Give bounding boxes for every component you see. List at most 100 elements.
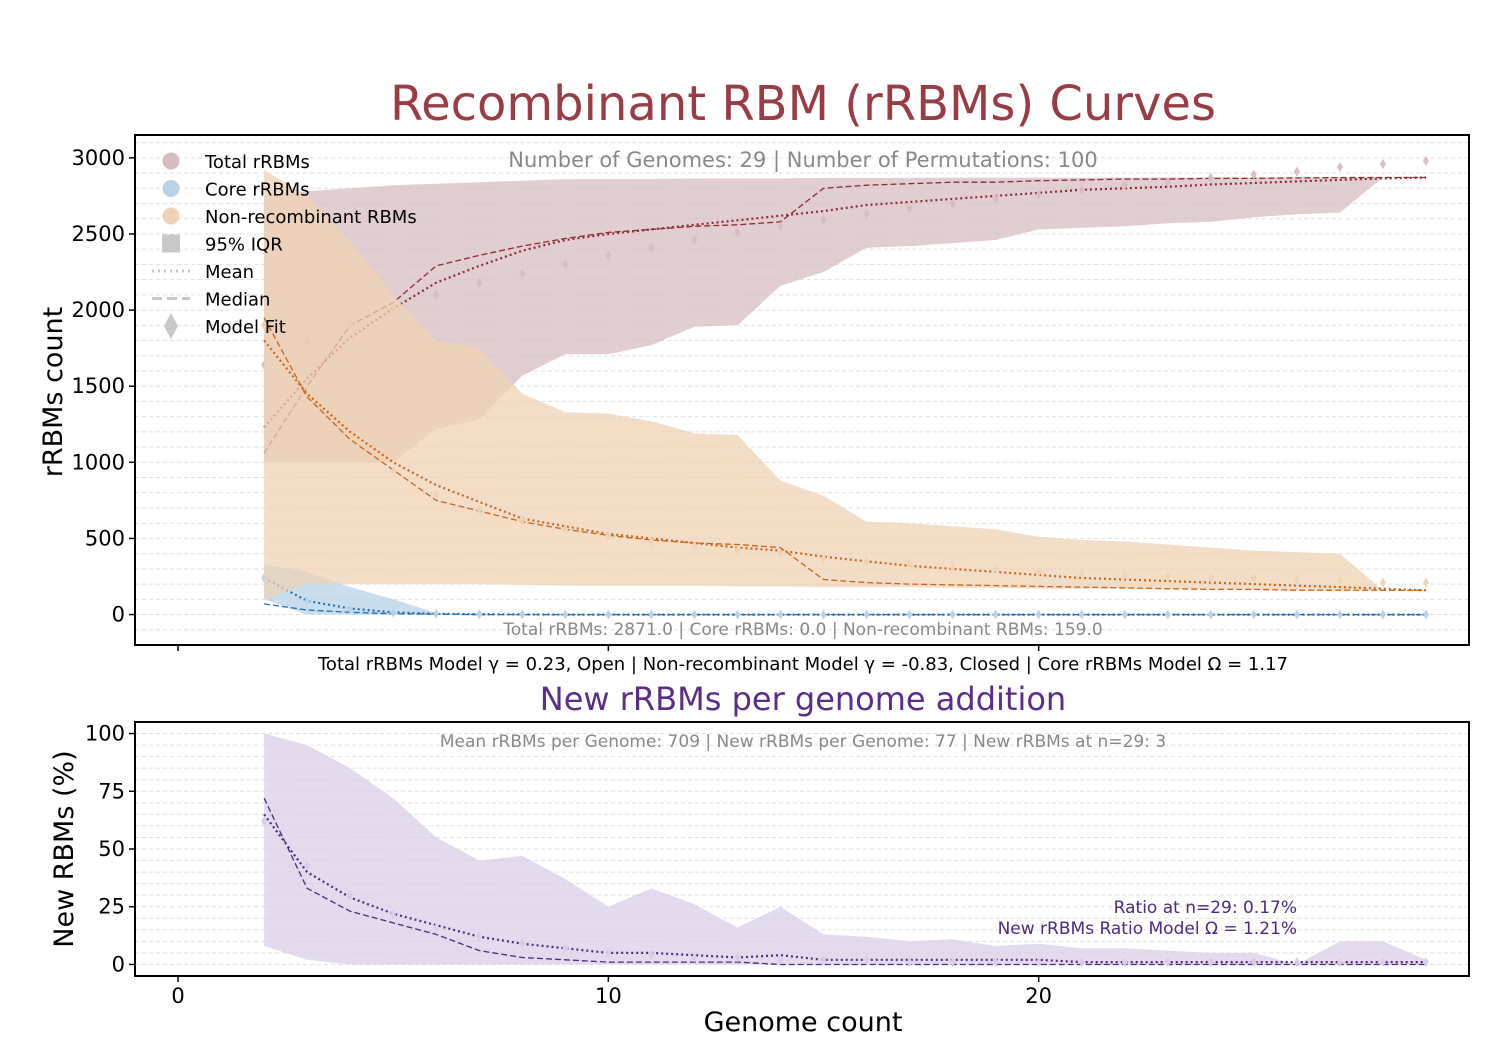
legend-item: Total rRBMs bbox=[162, 152, 310, 173]
core-rrbms-model-point bbox=[1121, 609, 1128, 620]
core-rrbms-model-point bbox=[992, 609, 999, 620]
model-summary: Total rRBMs Model γ = 0.23, Open | Non-r… bbox=[317, 654, 1288, 675]
new-rrbms-model-point bbox=[1078, 957, 1085, 968]
new-rrbms-model-point bbox=[562, 943, 569, 954]
top-y-axis-label: rRBMs count bbox=[38, 307, 69, 478]
y-tick-label: 0 bbox=[112, 603, 125, 627]
top-legend: Total rRBMs Core rRBMs Non-recombinant RBM… bbox=[152, 152, 417, 339]
total-rrbms-model-point bbox=[648, 242, 655, 253]
total-rrbms-model-point bbox=[820, 215, 827, 226]
non-recombinant-rbms-model-point bbox=[1035, 566, 1042, 577]
core-rrbms-iqr-band bbox=[264, 564, 1427, 615]
core-rrbms-model-point bbox=[519, 609, 526, 620]
core-rrbms-model-point bbox=[1078, 609, 1085, 620]
total-rrbms-model-point bbox=[605, 250, 612, 261]
top-plot-area: 0 500 1000 1500 2000 2500 3000 bbox=[72, 142, 1469, 651]
y-tick-label: 50 bbox=[98, 837, 125, 861]
non-recombinant-rbms-model-point bbox=[691, 541, 698, 552]
total-rrbms-model-point bbox=[1121, 180, 1128, 191]
legend-circle-icon bbox=[162, 207, 180, 225]
legend-label: Core rRBMs bbox=[205, 180, 310, 201]
non-recombinant-rbms-model-point bbox=[863, 556, 870, 567]
core-rrbms-model-point bbox=[1336, 609, 1343, 620]
total-rrbms-model-point bbox=[691, 235, 698, 246]
new-rrbms-model-point bbox=[648, 950, 655, 961]
non-recombinant-rbms-model-point bbox=[734, 545, 741, 556]
non-recombinant-rbms-model-point bbox=[605, 530, 612, 541]
legend-label: 95% IQR bbox=[205, 235, 283, 256]
new-rrbms-model-point bbox=[1293, 957, 1300, 968]
new-rrbms-model-point bbox=[1164, 957, 1171, 968]
new-rrbms-model-point bbox=[1121, 957, 1128, 968]
total-rrbms-model-point bbox=[519, 268, 526, 279]
new-rrbms-model-point bbox=[906, 957, 913, 968]
total-rrbms-model-point bbox=[992, 193, 999, 204]
y-tick-label: 25 bbox=[98, 895, 125, 919]
core-rrbms-model-point bbox=[777, 609, 784, 620]
x-axis-label: Genome count bbox=[704, 1007, 903, 1038]
y-tick-label: 1000 bbox=[72, 450, 125, 474]
x-tick-label: 0 bbox=[171, 984, 184, 1008]
new-rrbms-model-point bbox=[304, 860, 311, 871]
core-rrbms-model-point bbox=[1164, 609, 1171, 620]
core-rrbms-model-point bbox=[476, 609, 483, 620]
new-rrbms-model-point bbox=[1035, 957, 1042, 968]
core-rrbms-model-point bbox=[1207, 609, 1214, 620]
non-recombinant-rbms-model-point bbox=[1250, 573, 1257, 584]
legend-label: Non-recombinant RBMs bbox=[205, 207, 417, 228]
total-rrbms-model-point bbox=[949, 198, 956, 209]
new-rrbms-model-point bbox=[777, 954, 784, 965]
new-rrbms-model-point bbox=[863, 954, 870, 965]
core-rrbms-model-point bbox=[1035, 609, 1042, 620]
legend-item: Mean bbox=[152, 262, 254, 283]
total-rrbms-model-point bbox=[1293, 166, 1300, 177]
new-rrbms-model-point bbox=[691, 952, 698, 963]
bottom-title: New rRBMs per genome addition bbox=[540, 680, 1066, 718]
total-rrbms-model-point bbox=[562, 259, 569, 270]
total-rrbms-model-point bbox=[1035, 189, 1042, 200]
legend-circle-icon bbox=[162, 180, 180, 197]
y-tick-label: 500 bbox=[85, 526, 125, 550]
y-tick-label: 2500 bbox=[72, 222, 125, 246]
x-tick-label: 20 bbox=[1025, 984, 1052, 1008]
core-rrbms-model-point bbox=[906, 609, 913, 620]
core-rrbms-model-point bbox=[949, 609, 956, 620]
non-recombinant-rbms-model-point bbox=[949, 562, 956, 573]
legend-circle-icon bbox=[162, 152, 180, 170]
new-rrbms-model-point bbox=[949, 957, 956, 968]
bottom-subtitle: Mean rRBMs per Genome: 709 | New rRBMs p… bbox=[440, 732, 1166, 752]
legend-diamond-icon bbox=[164, 313, 178, 339]
new-rrbms-model-point bbox=[820, 954, 827, 965]
non-recombinant-rbms-model-point bbox=[519, 515, 526, 526]
non-recombinant-rbms-model-point bbox=[562, 524, 569, 535]
total-rrbms-model-point bbox=[1207, 172, 1214, 183]
legend-item: Non-recombinant RBMs bbox=[162, 207, 417, 228]
new-rrbms-model-point bbox=[1250, 957, 1257, 968]
y-tick-label: 2000 bbox=[72, 298, 125, 322]
new-rrbms-model-point bbox=[261, 816, 268, 827]
bottom-plot-frame bbox=[134, 721, 1470, 977]
total-rrbms-model-point bbox=[1422, 155, 1429, 166]
non-recombinant-rbms-model-point bbox=[1121, 569, 1128, 580]
non-recombinant-rbms-model-point bbox=[820, 553, 827, 564]
non-recombinant-rbms-model-point bbox=[390, 466, 397, 477]
non-recombinant-rbms-model-point bbox=[906, 559, 913, 570]
core-rrbms-model-point bbox=[1250, 609, 1257, 620]
new-rrbms-model-point bbox=[734, 952, 741, 963]
y-tick-label: 3000 bbox=[72, 146, 125, 170]
non-recombinant-rbms-model-point bbox=[347, 440, 354, 451]
non-recombinant-rbms-model-point bbox=[476, 504, 483, 515]
core-rrbms-model-point bbox=[433, 608, 440, 619]
non-recombinant-rbms-median-line bbox=[263, 317, 1426, 591]
non-recombinant-rbms-model-point bbox=[1379, 577, 1386, 588]
legend-label: Model Fit bbox=[205, 317, 286, 338]
total-rrbms-model-point bbox=[1379, 158, 1386, 169]
new-rrbms-model-point bbox=[519, 938, 526, 949]
total-rrbms-model-point bbox=[777, 221, 784, 232]
core-rrbms-model-point bbox=[304, 595, 311, 606]
new-rrbms-model-point bbox=[476, 931, 483, 942]
total-rrbms-model-point bbox=[906, 203, 913, 214]
new-rrbms-mean-line bbox=[263, 813, 1426, 964]
non-recombinant-rbms-model-point bbox=[1422, 577, 1429, 588]
